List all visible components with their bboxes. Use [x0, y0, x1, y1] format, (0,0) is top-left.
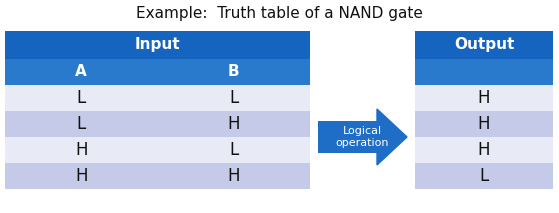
Text: B: B [228, 65, 240, 79]
Bar [415, 137, 553, 163]
Bar [5, 137, 158, 163]
Bar [318, 121, 377, 153]
Text: A: A [75, 65, 87, 79]
Text: Example:  Truth table of a NAND gate: Example: Truth table of a NAND gate [136, 6, 423, 21]
Bar [415, 59, 553, 85]
Text: H: H [75, 141, 88, 159]
Text: H: H [478, 115, 490, 133]
Text: H: H [75, 167, 88, 185]
Bar [5, 163, 158, 189]
Text: H: H [478, 141, 490, 159]
Text: H: H [478, 89, 490, 107]
Bar [158, 137, 310, 163]
Bar [158, 59, 310, 85]
Text: L: L [229, 89, 238, 107]
Bar [158, 111, 310, 137]
Bar [158, 85, 310, 111]
Text: L: L [480, 167, 489, 185]
Text: L: L [77, 115, 86, 133]
Bar [158, 163, 310, 189]
Bar [5, 59, 158, 85]
Bar [5, 85, 158, 111]
Polygon shape [377, 109, 407, 165]
Bar [5, 111, 158, 137]
Text: H: H [228, 167, 240, 185]
Text: Logical
operation: Logical operation [336, 126, 389, 148]
Bar [5, 31, 310, 59]
Bar [415, 31, 553, 59]
Text: H: H [228, 115, 240, 133]
Bar [415, 85, 553, 111]
Text: Input: Input [135, 37, 181, 52]
Bar [415, 163, 553, 189]
Text: L: L [77, 89, 86, 107]
Text: L: L [229, 141, 238, 159]
Text: Output: Output [454, 37, 514, 52]
Bar [415, 111, 553, 137]
